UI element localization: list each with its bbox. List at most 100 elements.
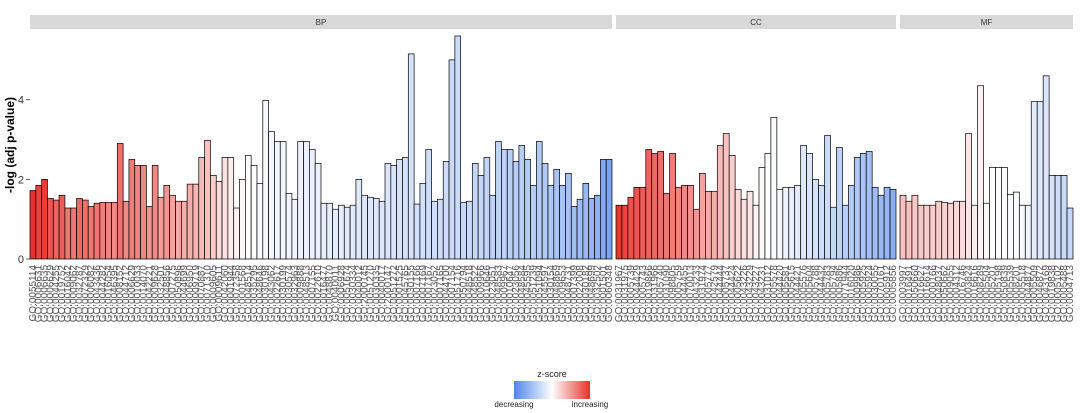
bar: [186, 183, 194, 260]
x-tick-label: GO:0032502: [592, 265, 603, 323]
x-tick-label: GO:0023051: [488, 265, 499, 323]
x-tick-label: GO:0031974: [697, 265, 708, 323]
bar: [989, 167, 996, 260]
bar: [782, 186, 790, 260]
x-tick-label: GO:0030155: [406, 265, 417, 323]
x-tick-label: GO:0050662: [940, 265, 951, 323]
x-tick-label: GO:0009986: [852, 265, 863, 323]
bar: [1036, 101, 1044, 260]
bar: [29, 190, 37, 260]
bar: [122, 200, 130, 260]
bar: [588, 198, 595, 260]
bar: [824, 135, 831, 260]
bar: [180, 200, 188, 260]
bar: [929, 204, 937, 260]
x-tick-label: GO:0006082: [86, 265, 97, 323]
bar: [227, 157, 235, 260]
x-tick-label: GO:0005794: [828, 265, 839, 323]
x-tick-label: GO:0043227: [751, 265, 762, 323]
bar: [233, 207, 240, 260]
x-tick-label: GO:0007166: [412, 265, 423, 323]
bar: [675, 186, 682, 260]
x-tick-label: GO:0043436: [92, 265, 103, 323]
x-tick-label: GO:0008289: [976, 265, 987, 323]
bar: [830, 206, 837, 260]
bar: [818, 184, 825, 260]
x-tick-label: GO:0030198: [261, 265, 272, 323]
bar: [116, 143, 124, 260]
bar: [889, 188, 897, 260]
bar: [639, 186, 647, 260]
bar: [621, 204, 629, 260]
bar: [917, 204, 925, 260]
x-tick-label: GO:0019752: [57, 265, 68, 323]
x-tick-label: GO:0044255: [51, 265, 62, 323]
bar: [157, 196, 165, 260]
x-tick-label: GO:0048869: [552, 265, 563, 323]
bar: [1001, 167, 1008, 260]
bar: [995, 167, 1002, 260]
x-tick-label: GO:0044282: [98, 265, 109, 323]
bar: [163, 184, 171, 260]
x-tick-label: GO:0051716: [453, 265, 464, 323]
bar: [192, 183, 200, 260]
bar: [425, 149, 432, 260]
bar: [565, 173, 572, 260]
x-tick-label: GO:0044444: [715, 265, 726, 323]
bar: [320, 202, 328, 260]
x-tick-label: GO:0051239: [528, 265, 539, 323]
bar: [836, 147, 843, 260]
x-tick-label: GO:0003824: [964, 265, 975, 323]
bar: [303, 141, 310, 260]
bar: [935, 200, 943, 260]
x-tick-label: GO:0051272: [389, 265, 400, 323]
x-tick-label: GO:0006631: [34, 265, 45, 323]
x-tick-label: GO:0005788: [811, 265, 822, 323]
bar: [965, 133, 972, 260]
bar: [710, 190, 718, 260]
x-tick-label: GO:0030334: [348, 265, 359, 323]
facet-strip: [900, 15, 1073, 29]
bar: [1060, 175, 1068, 260]
x-tick-label: GO:0042579: [709, 265, 720, 323]
legend-colorbar: [514, 381, 590, 399]
x-tick-label: GO:0032501: [156, 265, 167, 323]
x-tick-label: GO:0022610: [313, 265, 324, 323]
x-tick-label: GO:0003997: [898, 265, 909, 323]
x-tick-label: GO:0005925: [858, 265, 869, 323]
bar: [657, 151, 665, 260]
bar: [169, 194, 176, 260]
x-tick-label: GO:0001568: [237, 265, 248, 323]
bar: [669, 153, 676, 260]
x-tick-label: GO:0031012: [763, 265, 774, 323]
y-axis-label: -log (adj p-value): [3, 97, 17, 193]
x-tick-label: GO:0044421: [793, 265, 804, 323]
x-tick-label: GO:0043062: [267, 265, 278, 323]
bar: [105, 202, 112, 260]
x-tick-label: GO:0005912: [882, 265, 893, 323]
x-tick-label: GO:0005509: [1029, 265, 1040, 323]
bar: [495, 141, 502, 260]
bar: [651, 153, 659, 260]
x-tick-label: GO:0005856: [888, 265, 899, 323]
x-tick-label: GO:0044712: [121, 265, 132, 323]
bar: [419, 182, 427, 260]
x-tick-label: GO:0005604: [805, 265, 816, 323]
bar: [134, 165, 141, 260]
bar: [343, 206, 351, 260]
bar: [477, 175, 485, 260]
bar: [285, 192, 293, 260]
x-tick-label: GO:0007275: [168, 265, 179, 323]
x-tick-label: GO:0016477: [319, 265, 330, 323]
bar: [530, 184, 537, 260]
x-tick-label: GO:0046872: [1035, 265, 1046, 323]
bar: [705, 190, 712, 260]
bar: [582, 182, 590, 260]
x-tick-label: GO:0009966: [476, 265, 487, 323]
bar: [923, 204, 931, 260]
bar: [570, 206, 578, 260]
x-tick-label: GO:0008152: [115, 265, 126, 323]
bar: [215, 180, 223, 260]
x-tick-label: GO:0048856: [162, 265, 173, 323]
x-tick-label: GO:0007155: [307, 265, 318, 323]
